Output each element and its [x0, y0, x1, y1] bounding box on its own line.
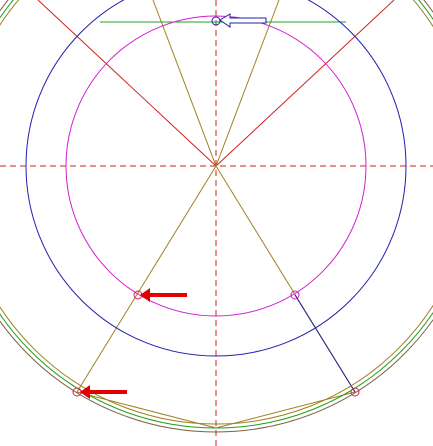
blue-circle [25, 0, 407, 357]
olive-line [152, 0, 217, 167]
red-line [37, 0, 217, 167]
red-arrow [140, 288, 187, 302]
olive-line [76, 165, 217, 393]
points [72, 16, 360, 397]
brown-arc [0, 0, 433, 433]
red-line [215, 0, 395, 167]
point [350, 387, 360, 397]
magenta-circle [65, 15, 367, 317]
green-arc [0, 0, 433, 429]
outer-arcs [0, 0, 433, 433]
point [211, 16, 221, 26]
olive-line [215, 0, 280, 167]
red-arrow [80, 385, 127, 399]
blue-line [294, 294, 356, 393]
point [290, 290, 300, 300]
olive-line [215, 391, 356, 429]
olive-arc [0, 0, 433, 425]
arrows [80, 13, 267, 399]
blue-arrow [219, 13, 267, 28]
olive-line [76, 391, 217, 429]
